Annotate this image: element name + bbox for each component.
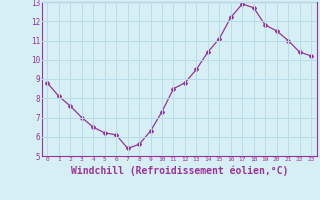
X-axis label: Windchill (Refroidissement éolien,°C): Windchill (Refroidissement éolien,°C) (70, 165, 288, 176)
